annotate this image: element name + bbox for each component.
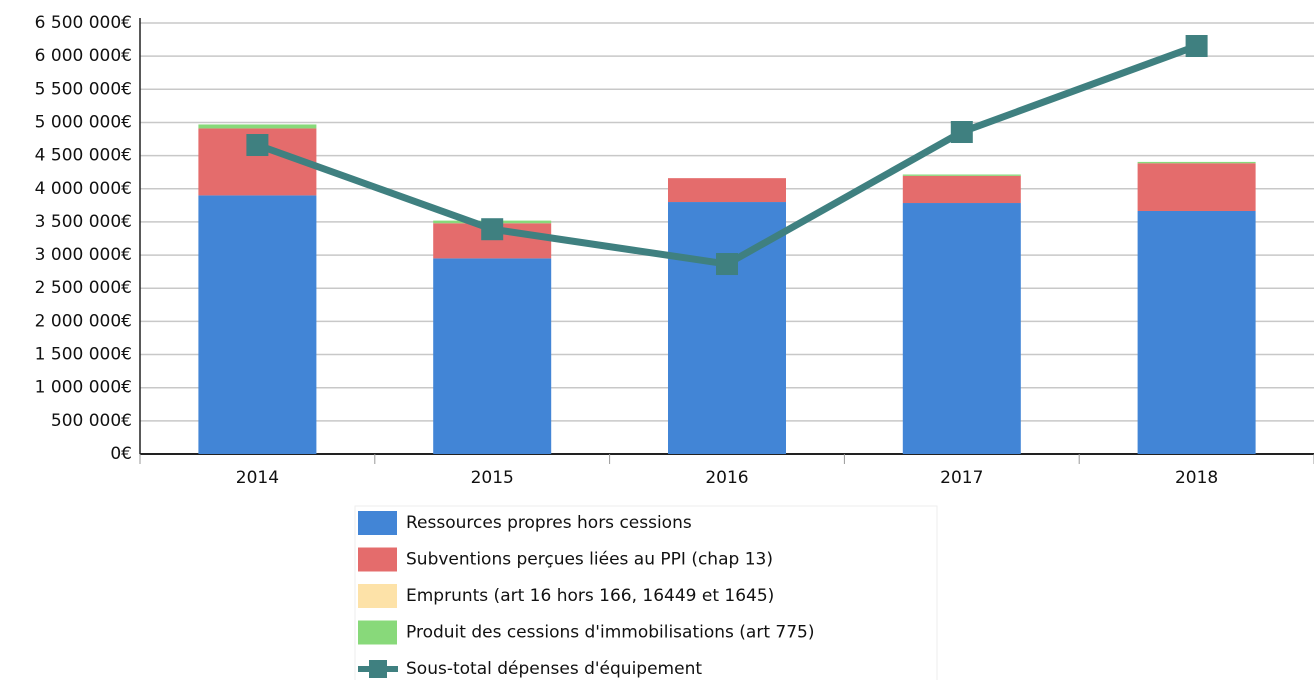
y-tick-label: 2 500 000€ <box>35 278 132 298</box>
legend-swatch <box>358 547 397 572</box>
bar-segment <box>198 195 317 454</box>
line-marker <box>950 121 973 144</box>
y-tick-label: 3 000 000€ <box>35 245 132 265</box>
bar-segment <box>198 124 317 129</box>
y-tick-label: 5 500 000€ <box>35 79 132 99</box>
legend-label: Ressources propres hors cessions <box>406 513 692 533</box>
legend-swatch <box>358 584 397 608</box>
line-marker <box>716 253 738 276</box>
y-tick-label: 6 500 000€ <box>35 13 132 33</box>
legend-swatch <box>358 511 397 535</box>
bar-segment <box>668 178 786 203</box>
x-tick-label: 2015 <box>471 468 514 488</box>
bar-segment <box>902 203 1021 454</box>
y-tick-label: 500 000€ <box>51 411 132 431</box>
x-tick-label: 2018 <box>1175 468 1218 488</box>
bar-segment <box>1137 161 1256 164</box>
x-tick-label: 2016 <box>705 468 748 488</box>
line-marker <box>246 134 269 157</box>
legend-label: Produit des cessions d'immobilisations (… <box>406 623 814 643</box>
y-tick-label: 5 000 000€ <box>35 112 132 132</box>
legend-swatch <box>369 660 387 678</box>
y-tick-label: 1 500 000€ <box>35 345 132 365</box>
line-marker <box>481 218 504 241</box>
bar-segment <box>433 258 552 454</box>
line-marker <box>1185 35 1208 58</box>
y-tick-label: 4 000 000€ <box>35 179 132 199</box>
legend-swatch <box>358 620 397 645</box>
bar-segment <box>902 174 1021 176</box>
legend-label: Emprunts (art 16 hors 166, 16449 et 1645… <box>406 586 774 606</box>
bar-segment <box>1137 163 1256 211</box>
y-tick-label: 1 000 000€ <box>35 378 132 398</box>
bar-segment <box>902 175 1021 204</box>
y-tick-label: 6 000 000€ <box>35 46 132 66</box>
legend-label: Subventions perçues liées au PPI (chap 1… <box>406 550 773 570</box>
y-tick-label: 4 500 000€ <box>35 146 132 166</box>
legend-box <box>354 505 938 684</box>
y-tick-label: 0€ <box>110 444 132 464</box>
x-tick-label: 2017 <box>940 468 983 488</box>
legend-label: Sous-total dépenses d'équipement <box>406 659 702 679</box>
y-tick-label: 2 000 000€ <box>35 311 132 331</box>
y-tick-label: 3 500 000€ <box>35 212 132 232</box>
x-tick-label: 2014 <box>236 468 279 488</box>
bar-segment <box>1137 210 1256 454</box>
